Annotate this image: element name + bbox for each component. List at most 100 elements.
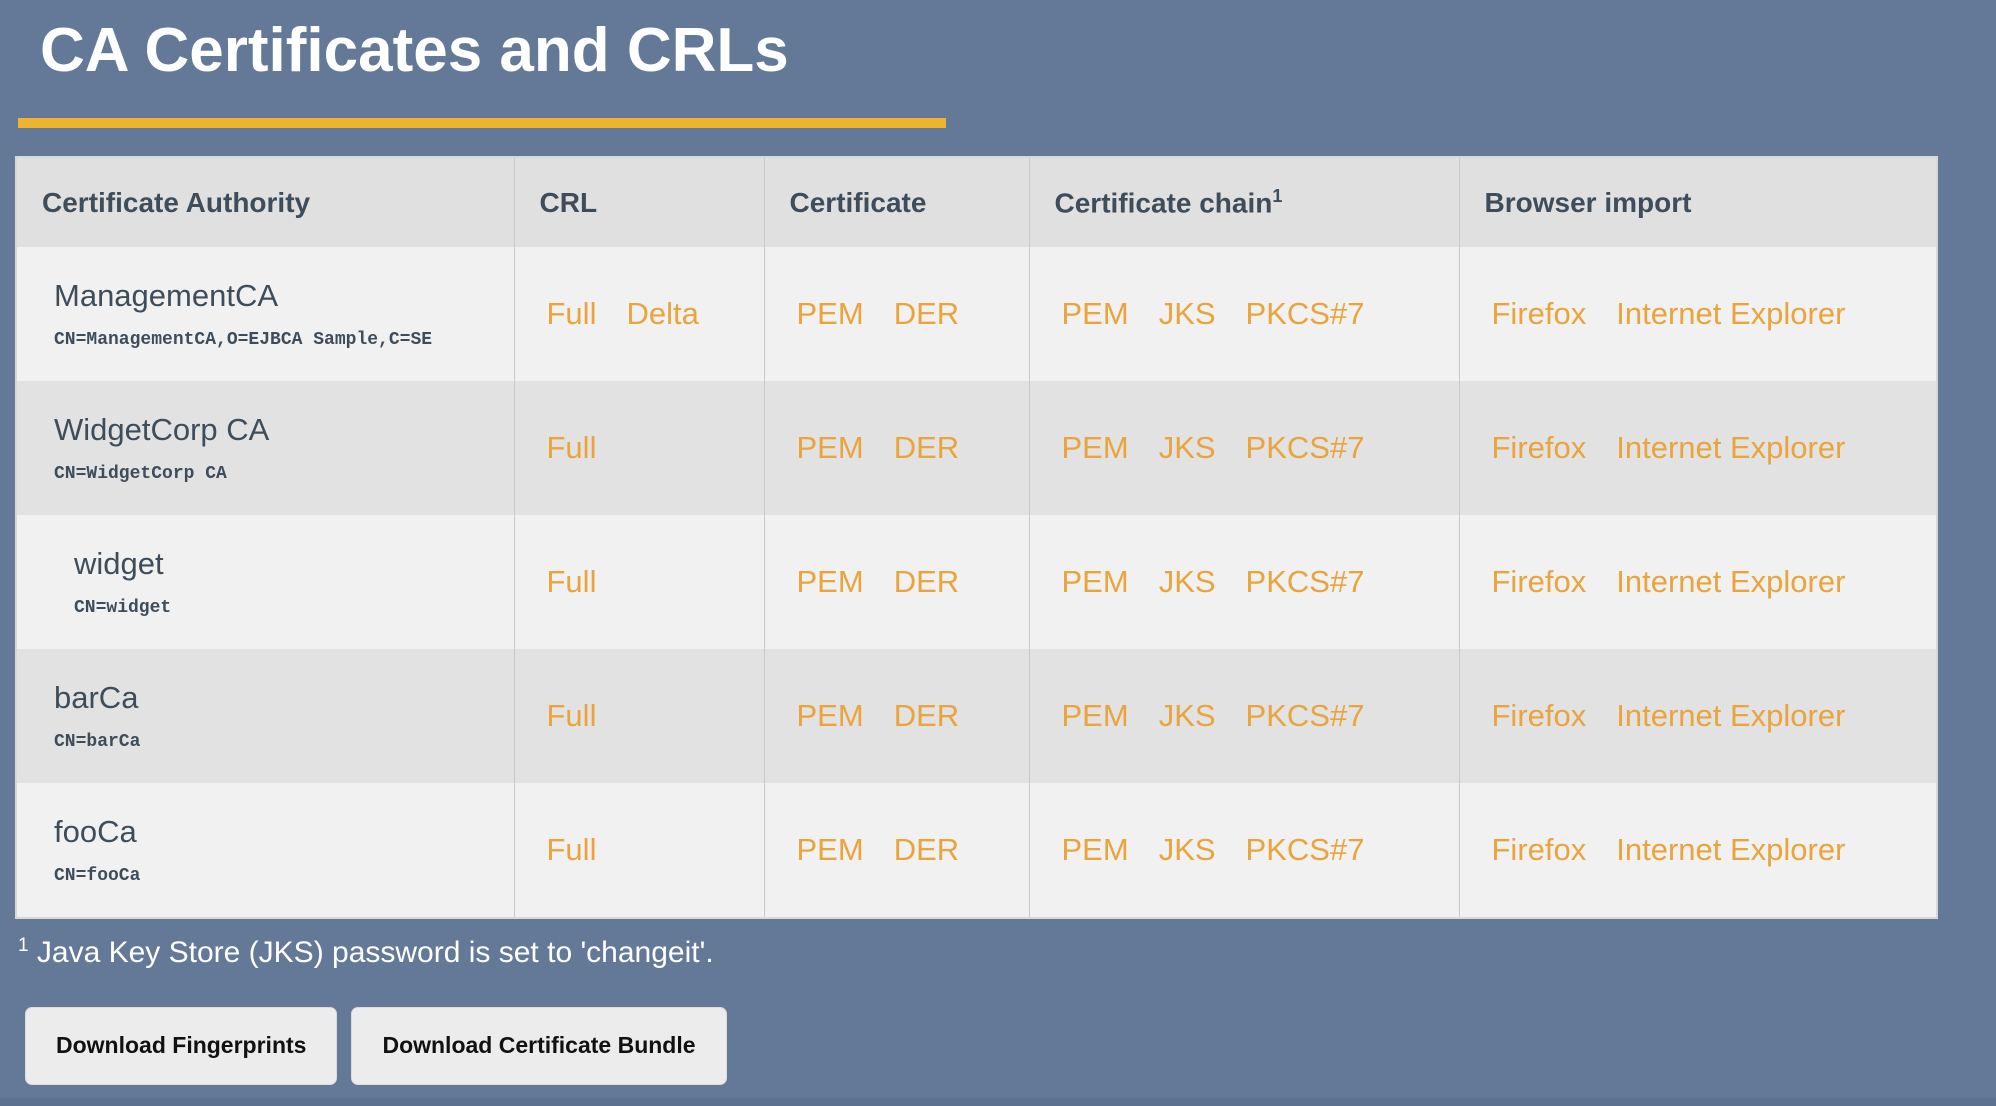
ca-row-fooca: fooCa CN=fooCa Full PEM DER PEM JKS PKCS#7 Firef… bbox=[16, 783, 1937, 919]
certificate-chain-links-cell: PEM JKS PKCS#7 bbox=[1028, 515, 1459, 650]
browser-import-link-internet-explorer[interactable]: Internet Explorer bbox=[1616, 564, 1846, 600]
certificate-chain-link-jks[interactable]: JKS bbox=[1158, 430, 1216, 466]
certificate-link-pem[interactable]: PEM bbox=[796, 832, 864, 868]
ca-row-widget: widget CN=widget Full PEM DER PEM JKS PKCS#7 Fir… bbox=[16, 515, 1937, 650]
crl-links-cell: Full bbox=[513, 649, 764, 784]
certificate-chain-link-pem[interactable]: PEM bbox=[1061, 430, 1129, 466]
certificate-link-der[interactable]: DER bbox=[893, 832, 960, 868]
ca-row-widgetcorp-ca: WidgetCorp CA CN=WidgetCorp CA Full PEM DER P… bbox=[16, 381, 1937, 516]
crl-link-delta[interactable]: Delta bbox=[626, 296, 699, 332]
ca-name-cell: ManagementCA CN=ManagementCA,O=EJBCA Samp… bbox=[16, 247, 514, 382]
table-body: ManagementCA CN=ManagementCA,O=EJBCA Samp… bbox=[16, 247, 1937, 919]
certificate-link-pem[interactable]: PEM bbox=[796, 698, 864, 734]
ca-name: widget bbox=[74, 546, 164, 582]
certificate-link-der[interactable]: DER bbox=[893, 430, 960, 466]
browser-import-link-firefox[interactable]: Firefox bbox=[1491, 832, 1587, 868]
ca-name-cell: WidgetCorp CA CN=WidgetCorp CA bbox=[16, 381, 514, 516]
crl-link-full[interactable]: Full bbox=[546, 564, 597, 600]
certificate-chain-link-pem[interactable]: PEM bbox=[1061, 564, 1129, 600]
crl-link-full[interactable]: Full bbox=[546, 430, 597, 466]
ca-name-cell: fooCa CN=fooCa bbox=[16, 783, 514, 919]
ca-name: WidgetCorp CA bbox=[54, 412, 270, 448]
certificate-links-cell: PEM DER bbox=[763, 247, 1029, 382]
ca-name-cell: widget CN=widget bbox=[16, 515, 514, 650]
table-header-row: Certificate Authority CRL Certificate Certi… bbox=[16, 157, 1937, 248]
footnote-marker: 1 bbox=[18, 935, 29, 957]
ca-subject-dn: CN=WidgetCorp CA bbox=[54, 464, 227, 485]
browser-import-link-internet-explorer[interactable]: Internet Explorer bbox=[1616, 296, 1846, 332]
browser-import-links-cell: Firefox Internet Explorer bbox=[1458, 247, 1937, 382]
certificate-chain-link-pkcs-7[interactable]: PKCS#7 bbox=[1245, 296, 1365, 332]
button-row: Download Fingerprints Download Certifica… bbox=[25, 1006, 1996, 1085]
certificate-chain-link-pem[interactable]: PEM bbox=[1061, 296, 1129, 332]
certificate-chain-link-jks[interactable]: JKS bbox=[1158, 832, 1216, 868]
certificate-link-der[interactable]: DER bbox=[893, 564, 960, 600]
download-certificate-bundle-button[interactable]: Download Certificate Bundle bbox=[351, 1006, 727, 1085]
certificate-chain-links-cell: PEM JKS PKCS#7 bbox=[1028, 381, 1459, 516]
ca-name-cell: barCa CN=barCa bbox=[16, 649, 514, 784]
footnote-text: Java Key Store (JKS) password is set to … bbox=[28, 936, 714, 970]
footnote: 1 Java Key Store (JKS) password is set t… bbox=[18, 933, 1996, 974]
certificate-links-cell: PEM DER bbox=[763, 381, 1029, 516]
ca-name: fooCa bbox=[54, 814, 137, 850]
column-header-crl: CRL bbox=[513, 157, 764, 248]
certificate-chain-link-jks[interactable]: JKS bbox=[1158, 564, 1216, 600]
browser-import-link-internet-explorer[interactable]: Internet Explorer bbox=[1616, 832, 1846, 868]
browser-import-link-internet-explorer[interactable]: Internet Explorer bbox=[1616, 698, 1846, 734]
certificate-links-cell: PEM DER bbox=[763, 515, 1029, 650]
footnote-reference: 1 bbox=[1272, 186, 1283, 207]
browser-import-link-firefox[interactable]: Firefox bbox=[1491, 430, 1587, 466]
ca-name: ManagementCA bbox=[54, 278, 279, 314]
certificate-chain-link-pkcs-7[interactable]: PKCS#7 bbox=[1245, 564, 1365, 600]
certificate-chain-link-jks[interactable]: JKS bbox=[1158, 296, 1216, 332]
browser-import-links-cell: Firefox Internet Explorer bbox=[1458, 515, 1937, 650]
ca-certificates-table: Certificate Authority CRL Certificate Certi… bbox=[15, 156, 1938, 920]
certificate-chain-links-cell: PEM JKS PKCS#7 bbox=[1028, 783, 1459, 919]
title-accent-rule bbox=[18, 118, 946, 129]
certificate-chain-link-pkcs-7[interactable]: PKCS#7 bbox=[1245, 832, 1365, 868]
certificate-links-cell: PEM DER bbox=[763, 649, 1029, 784]
certificate-chain-link-pem[interactable]: PEM bbox=[1061, 832, 1129, 868]
certificate-chain-link-pkcs-7[interactable]: PKCS#7 bbox=[1245, 698, 1365, 734]
ca-name: barCa bbox=[54, 680, 139, 716]
page-title: CA Certificates and CRLs bbox=[40, 16, 789, 85]
certificate-link-pem[interactable]: PEM bbox=[796, 430, 864, 466]
column-header-certificate: Certificate bbox=[763, 157, 1029, 248]
ca-row-managementca: ManagementCA CN=ManagementCA,O=EJBCA Samp… bbox=[16, 247, 1937, 382]
certificate-chain-link-pem[interactable]: PEM bbox=[1061, 698, 1129, 734]
browser-import-link-internet-explorer[interactable]: Internet Explorer bbox=[1616, 430, 1846, 466]
certificate-chain-links-cell: PEM JKS PKCS#7 bbox=[1028, 649, 1459, 784]
certificate-chain-links-cell: PEM JKS PKCS#7 bbox=[1028, 247, 1459, 382]
crl-links-cell: Full bbox=[513, 381, 764, 516]
browser-import-link-firefox[interactable]: Firefox bbox=[1491, 296, 1587, 332]
column-header-certificate-chain: Certificate chain1 bbox=[1028, 157, 1459, 248]
crl-link-full[interactable]: Full bbox=[546, 698, 597, 734]
crl-links-cell: Full bbox=[513, 783, 764, 919]
certificate-link-der[interactable]: DER bbox=[893, 296, 960, 332]
download-fingerprints-button[interactable]: Download Fingerprints bbox=[25, 1006, 338, 1085]
ca-subject-dn: CN=barCa bbox=[54, 732, 141, 753]
ca-subject-dn: CN=ManagementCA,O=EJBCA Sample,C=SE bbox=[54, 330, 433, 351]
ca-subject-dn: CN=fooCa bbox=[54, 866, 141, 887]
browser-import-link-firefox[interactable]: Firefox bbox=[1491, 564, 1587, 600]
certificate-link-pem[interactable]: PEM bbox=[796, 564, 864, 600]
browser-import-link-firefox[interactable]: Firefox bbox=[1491, 698, 1587, 734]
ca-row-barca: barCa CN=barCa Full PEM DER PEM JKS PKCS#7 Firef… bbox=[16, 649, 1937, 784]
certificate-link-pem[interactable]: PEM bbox=[796, 296, 864, 332]
ca-subject-dn: CN=widget bbox=[74, 598, 172, 619]
certificate-link-der[interactable]: DER bbox=[893, 698, 960, 734]
column-header-certificate-authority: Certificate Authority bbox=[16, 157, 514, 248]
browser-import-links-cell: Firefox Internet Explorer bbox=[1458, 381, 1937, 516]
crl-links-cell: Full Delta bbox=[513, 247, 764, 382]
crl-link-full[interactable]: Full bbox=[546, 296, 597, 332]
crl-links-cell: Full bbox=[513, 515, 764, 650]
bottom-edge-strip bbox=[0, 1098, 1996, 1106]
column-header-browser-import: Browser import bbox=[1458, 157, 1937, 248]
certificate-chain-link-jks[interactable]: JKS bbox=[1158, 698, 1216, 734]
browser-import-links-cell: Firefox Internet Explorer bbox=[1458, 783, 1937, 919]
browser-import-links-cell: Firefox Internet Explorer bbox=[1458, 649, 1937, 784]
certificate-links-cell: PEM DER bbox=[763, 783, 1029, 919]
crl-link-full[interactable]: Full bbox=[546, 832, 597, 868]
certificate-chain-link-pkcs-7[interactable]: PKCS#7 bbox=[1245, 430, 1365, 466]
